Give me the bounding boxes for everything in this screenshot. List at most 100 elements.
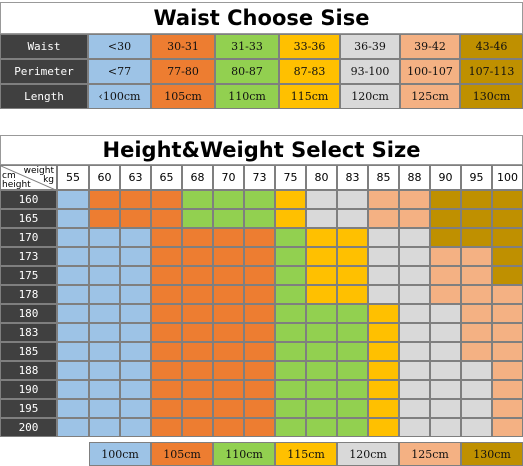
size-cell: [492, 247, 523, 266]
size-cell: [57, 304, 89, 323]
size-cell: [151, 209, 182, 228]
size-cell: [120, 418, 151, 437]
waist-cell: 87-83: [279, 59, 340, 84]
legend-item: 120cm: [337, 442, 399, 466]
size-cell: [368, 209, 399, 228]
size-cell: [368, 323, 399, 342]
size-cell: [368, 342, 399, 361]
size-cell: [57, 361, 89, 380]
height-header: 175: [0, 266, 57, 285]
waist-cell: 39-42: [400, 34, 460, 59]
size-table-title: Height&Weight Select Size: [0, 135, 523, 165]
size-cell: [213, 190, 244, 209]
size-cell: [182, 361, 213, 380]
size-cell: [306, 304, 337, 323]
size-cell: [182, 190, 213, 209]
height-header: 173: [0, 247, 57, 266]
size-cell: [306, 266, 337, 285]
size-cell: [244, 304, 275, 323]
size-cell: [89, 285, 120, 304]
size-cell: [151, 380, 182, 399]
height-header: 188: [0, 361, 57, 380]
size-cell: [306, 190, 337, 209]
size-cell: [120, 228, 151, 247]
size-cell: [244, 380, 275, 399]
size-cell: [492, 228, 523, 247]
size-cell: [461, 304, 492, 323]
size-cell: [337, 323, 368, 342]
size-cell: [182, 266, 213, 285]
waist-cell: <30: [88, 34, 151, 59]
weight-header: 60: [89, 165, 120, 190]
size-cell: [461, 190, 492, 209]
size-cell: [306, 361, 337, 380]
size-cell: [89, 304, 120, 323]
height-header: 183: [0, 323, 57, 342]
size-cell: [337, 418, 368, 437]
size-cell: [151, 228, 182, 247]
size-cell: [57, 266, 89, 285]
size-cell: [492, 418, 523, 437]
size-cell: [244, 323, 275, 342]
size-cell: [120, 247, 151, 266]
waist-cell: 125cm: [400, 84, 460, 109]
size-cell: [399, 418, 430, 437]
size-cell: [430, 418, 461, 437]
size-cell: [461, 399, 492, 418]
size-cell: [57, 247, 89, 266]
waist-cell: 30-31: [151, 34, 215, 59]
size-cell: [399, 399, 430, 418]
size-cell: [461, 342, 492, 361]
size-cell: [368, 418, 399, 437]
size-cell: [151, 361, 182, 380]
weight-header: 80: [306, 165, 337, 190]
waist-cell: 107-113: [460, 59, 523, 84]
size-cell: [368, 285, 399, 304]
size-cell: [492, 285, 523, 304]
waist-cell: 77-80: [151, 59, 215, 84]
size-cell: [244, 342, 275, 361]
size-cell: [57, 399, 89, 418]
size-cell: [275, 247, 306, 266]
size-cell: [213, 342, 244, 361]
size-cell: [275, 285, 306, 304]
size-cell: [151, 266, 182, 285]
waist-cell: 43-46: [460, 34, 523, 59]
weight-header: 100: [492, 165, 523, 190]
size-cell: [337, 399, 368, 418]
size-cell: [399, 209, 430, 228]
size-cell: [244, 247, 275, 266]
legend-item: 130cm: [461, 442, 523, 466]
weight-header: 63: [120, 165, 151, 190]
size-cell: [89, 418, 120, 437]
size-cell: [461, 361, 492, 380]
size-cell: [120, 323, 151, 342]
size-cell: [337, 209, 368, 228]
size-cell: [151, 342, 182, 361]
size-cell: [306, 228, 337, 247]
size-cell: [306, 342, 337, 361]
size-cell: [306, 209, 337, 228]
weight-header: 68: [182, 165, 213, 190]
waist-cell: <77: [88, 59, 151, 84]
weight-header: 90: [430, 165, 461, 190]
size-cell: [275, 266, 306, 285]
size-cell: [213, 228, 244, 247]
size-cell: [492, 399, 523, 418]
size-cell: [492, 209, 523, 228]
size-cell: [306, 247, 337, 266]
size-cell: [306, 418, 337, 437]
size-cell: [461, 323, 492, 342]
size-cell: [399, 361, 430, 380]
size-cell: [275, 361, 306, 380]
size-cell: [182, 418, 213, 437]
weight-header: 95: [461, 165, 492, 190]
size-cell: [275, 323, 306, 342]
size-cell: [461, 285, 492, 304]
size-cell: [492, 266, 523, 285]
size-cell: [368, 190, 399, 209]
size-cell: [430, 304, 461, 323]
size-cell: [57, 323, 89, 342]
size-cell: [57, 209, 89, 228]
size-cell: [213, 209, 244, 228]
